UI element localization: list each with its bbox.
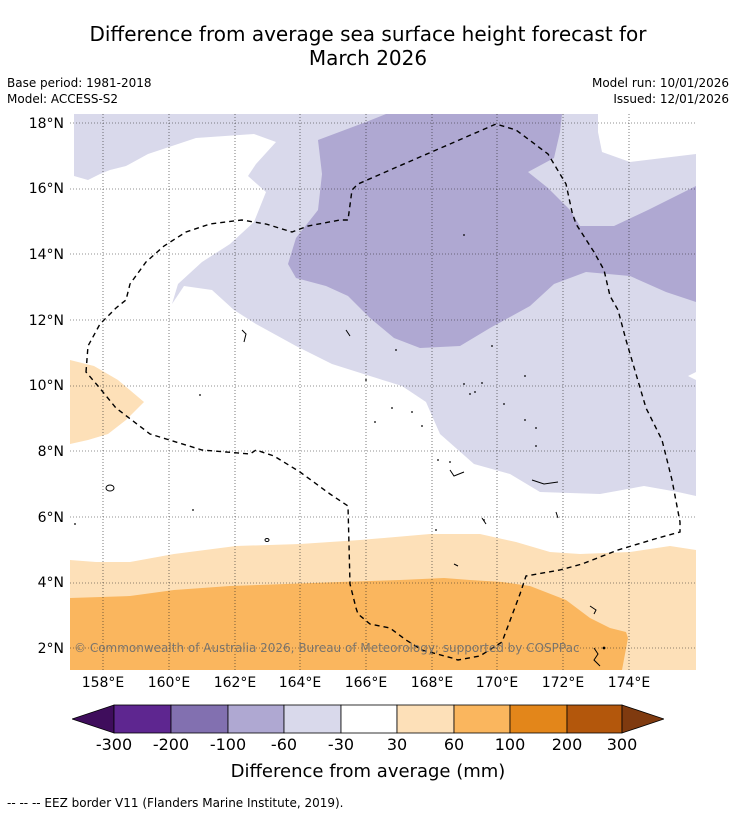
lon-label-170e: 170°E	[475, 675, 519, 691]
model-run: Model run: 10/01/2026	[591, 76, 729, 90]
island-dots	[74, 234, 606, 650]
island-dot	[435, 529, 437, 531]
colorbar-segment	[170, 704, 229, 734]
chart-title: Difference from average sea surface heig…	[0, 22, 736, 70]
colorbar-extend-low	[72, 704, 115, 734]
lat-label-18n: 18°N	[28, 116, 64, 132]
colorbar-tick: -30	[327, 735, 355, 754]
island-outline	[453, 563, 459, 567]
colorbar-tick: 60	[443, 735, 465, 754]
region-60-100-south	[70, 578, 628, 670]
title-line-2: March 2026	[308, 46, 428, 70]
island-dot	[535, 427, 537, 429]
lon-label-168e: 168°E	[410, 675, 454, 691]
base-period: Base period: 1981-2018	[7, 76, 152, 90]
lat-label-8n: 8°N	[37, 444, 64, 460]
colorbar-segment	[453, 704, 511, 734]
island-dot	[524, 375, 526, 377]
meta-left: Base period: 1981-2018 Model: ACCESS-S2	[7, 75, 152, 107]
title-line-1: Difference from average sea surface heig…	[89, 22, 647, 46]
colorbar-segment	[509, 704, 568, 734]
colorbar-tick: 100	[494, 735, 526, 754]
island-dot	[74, 523, 76, 525]
model-name: Model: ACCESS-S2	[7, 92, 119, 106]
lat-label-4n: 4°N	[37, 575, 64, 591]
island-dot	[395, 349, 397, 351]
colorbar-extend-high	[621, 704, 664, 734]
island-dot	[421, 425, 423, 427]
colorbar-segment	[227, 704, 285, 734]
lon-label-164e: 164°E	[278, 675, 322, 691]
colorbar-tick: -100	[209, 735, 247, 754]
lon-label-172e: 172°E	[541, 675, 585, 691]
eez-footnote: -- -- -- EEZ border V11 (Flanders Marine…	[7, 796, 344, 810]
lon-label-174e: 174°E	[607, 675, 651, 691]
island-dot	[474, 391, 476, 393]
issued-date: Issued: 12/01/2026	[613, 92, 729, 106]
island-dot	[192, 509, 194, 511]
island-outline	[264, 538, 270, 542]
lat-label-12n: 12°N	[28, 313, 64, 329]
lon-label-160e: 160°E	[147, 675, 191, 691]
island-dot	[481, 382, 483, 384]
lat-label-2n: 2°N	[37, 641, 64, 657]
lat-label-6n: 6°N	[37, 510, 64, 526]
island-dot	[365, 379, 367, 381]
lon-label-158e: 158°E	[81, 675, 125, 691]
lat-label-10n: 10°N	[28, 378, 64, 394]
lat-label-14n: 14°N	[28, 247, 64, 263]
island-outline	[593, 647, 601, 667]
island-dot	[449, 461, 451, 463]
island-outlines	[105, 329, 601, 667]
colorbar-tick: -300	[95, 735, 133, 754]
island-dot	[374, 421, 376, 423]
map-panel	[70, 114, 696, 670]
colorbar-tick: 300	[606, 735, 638, 754]
lon-label-166e: 166°E	[344, 675, 388, 691]
region-minus100-minus60	[288, 114, 696, 348]
colorbar-tick: 200	[551, 735, 583, 754]
colorbar-segment	[396, 704, 455, 734]
island-dot	[391, 407, 393, 409]
island-outline	[531, 479, 559, 485]
island-dot	[411, 411, 413, 413]
island-dot	[503, 403, 505, 405]
colorbar-tick: -60	[270, 735, 298, 754]
colorbar-tick: 30	[386, 735, 408, 754]
island-dot	[437, 459, 439, 461]
island-dot	[483, 519, 485, 521]
island-outline	[449, 469, 465, 477]
region-30-60-west	[70, 360, 144, 444]
island-dot	[469, 393, 471, 395]
island-dot	[602, 646, 606, 650]
island-dot	[491, 345, 493, 347]
island-dot	[524, 419, 526, 421]
island-outline	[345, 329, 351, 337]
lat-label-16n: 16°N	[28, 181, 64, 197]
colorbar-label: Difference from average (mm)	[230, 761, 506, 782]
grid-lines	[70, 114, 696, 670]
island-outline	[241, 329, 247, 343]
colorbar-segment	[283, 704, 342, 734]
colorbar	[72, 704, 664, 734]
lon-label-162e: 162°E	[213, 675, 257, 691]
island-dot	[535, 445, 537, 447]
island-outline	[555, 511, 559, 519]
island-outline	[481, 517, 487, 525]
meta-right: Model run: 10/01/2026 Issued: 12/01/2026	[592, 75, 729, 107]
island-dot	[463, 234, 465, 236]
colorbar-tick: -200	[152, 735, 190, 754]
copyright-notice: © Commonwealth of Australia 2026, Bureau…	[74, 641, 580, 655]
colorbar-segment	[113, 704, 172, 734]
colorbar-segment	[566, 704, 623, 734]
island-dot	[199, 394, 201, 396]
colorbar-segment	[340, 704, 398, 734]
island-outline	[589, 605, 597, 615]
island-dot	[463, 383, 465, 385]
island-outline	[105, 484, 115, 492]
